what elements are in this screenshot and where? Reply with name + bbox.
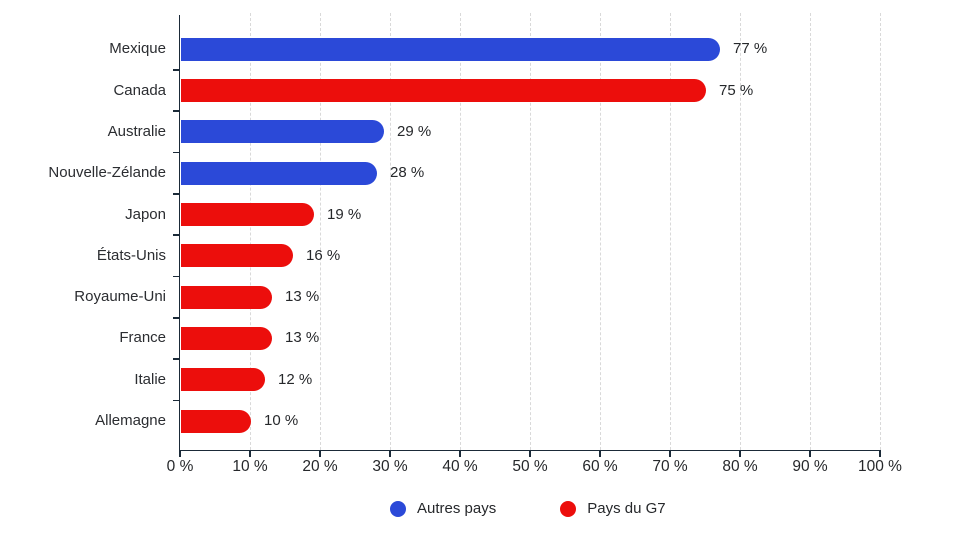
x-tick-label: 0 % xyxy=(166,458,194,475)
x-tick xyxy=(809,449,811,457)
gridline xyxy=(739,13,741,450)
legend-label: Pays du G7 xyxy=(587,500,666,517)
y-tick xyxy=(172,151,180,154)
value-label: 75 % xyxy=(719,81,754,99)
bar xyxy=(180,285,272,309)
x-tick xyxy=(459,449,461,457)
bar xyxy=(180,120,384,144)
x-tick-label: 20 % xyxy=(302,458,338,475)
category-label: Mexique xyxy=(109,40,166,58)
gridline xyxy=(809,13,811,450)
category-label: États-Unis xyxy=(96,246,166,264)
value-label: 16 % xyxy=(306,246,341,264)
y-tick xyxy=(172,316,180,319)
gridline xyxy=(389,13,391,450)
legend-dot-blue-icon xyxy=(390,500,406,517)
x-tick xyxy=(599,449,601,457)
x-tick xyxy=(879,449,881,457)
value-label: 29 % xyxy=(397,122,432,140)
bar xyxy=(180,409,251,433)
x-tick xyxy=(739,449,741,457)
x-tick-label: 100 % xyxy=(858,458,902,475)
bar xyxy=(180,368,265,392)
value-label: 12 % xyxy=(278,370,313,388)
bar xyxy=(180,37,720,61)
gridline xyxy=(529,13,531,450)
y-tick xyxy=(172,234,180,236)
legend: Autres pays Pays du G7 xyxy=(390,500,666,517)
y-tick xyxy=(172,110,180,113)
category-label: Allemagne xyxy=(95,412,166,429)
value-label: 13 % xyxy=(285,288,320,306)
x-tick-label: 10 % xyxy=(232,458,268,475)
gridline xyxy=(319,13,321,450)
gridline xyxy=(599,13,601,450)
category-label: Japon xyxy=(125,205,166,223)
value-label: 19 % xyxy=(327,205,362,223)
legend-label: Autres pays xyxy=(417,500,497,517)
x-tick xyxy=(669,449,671,457)
x-tick xyxy=(249,449,251,457)
value-label: 28 % xyxy=(390,164,425,182)
x-tick-label: 90 % xyxy=(792,458,828,475)
y-tick xyxy=(172,399,180,402)
category-label: Royaume-Uni xyxy=(74,288,166,306)
x-tick-label: 50 % xyxy=(512,458,548,475)
bar xyxy=(180,203,314,226)
x-tick xyxy=(179,449,181,457)
bar xyxy=(180,161,377,185)
category-label: Italie xyxy=(134,370,166,388)
y-tick xyxy=(172,275,180,278)
x-tick-label: 80 % xyxy=(722,458,758,475)
x-tick xyxy=(389,449,391,457)
gridline xyxy=(669,13,671,450)
x-tick-label: 30 % xyxy=(372,458,408,475)
x-tick xyxy=(319,449,321,457)
x-tick-label: 70 % xyxy=(652,458,688,475)
legend-item-pays-du-g7: Pays du G7 xyxy=(560,500,666,517)
bar xyxy=(180,244,293,268)
bar xyxy=(180,79,706,103)
y-axis-line xyxy=(178,15,181,451)
x-tick-label: 40 % xyxy=(442,458,478,475)
value-label: 77 % xyxy=(733,40,768,58)
gridline xyxy=(459,13,461,450)
category-label: Canada xyxy=(113,81,166,99)
bar xyxy=(180,326,272,350)
gridline xyxy=(249,13,251,450)
y-tick xyxy=(172,69,180,71)
category-label: Australie xyxy=(107,122,166,140)
category-label: France xyxy=(119,329,166,347)
y-tick xyxy=(172,193,180,195)
value-label: 13 % xyxy=(285,329,320,347)
y-tick xyxy=(172,358,180,360)
x-tick-label: 60 % xyxy=(582,458,618,475)
category-label: Nouvelle-Zélande xyxy=(48,164,166,182)
legend-item-autres-pays: Autres pays xyxy=(390,500,496,517)
value-label: 10 % xyxy=(264,412,299,429)
x-tick xyxy=(529,449,531,457)
gridline xyxy=(879,13,881,450)
legend-dot-red-icon xyxy=(560,500,577,517)
